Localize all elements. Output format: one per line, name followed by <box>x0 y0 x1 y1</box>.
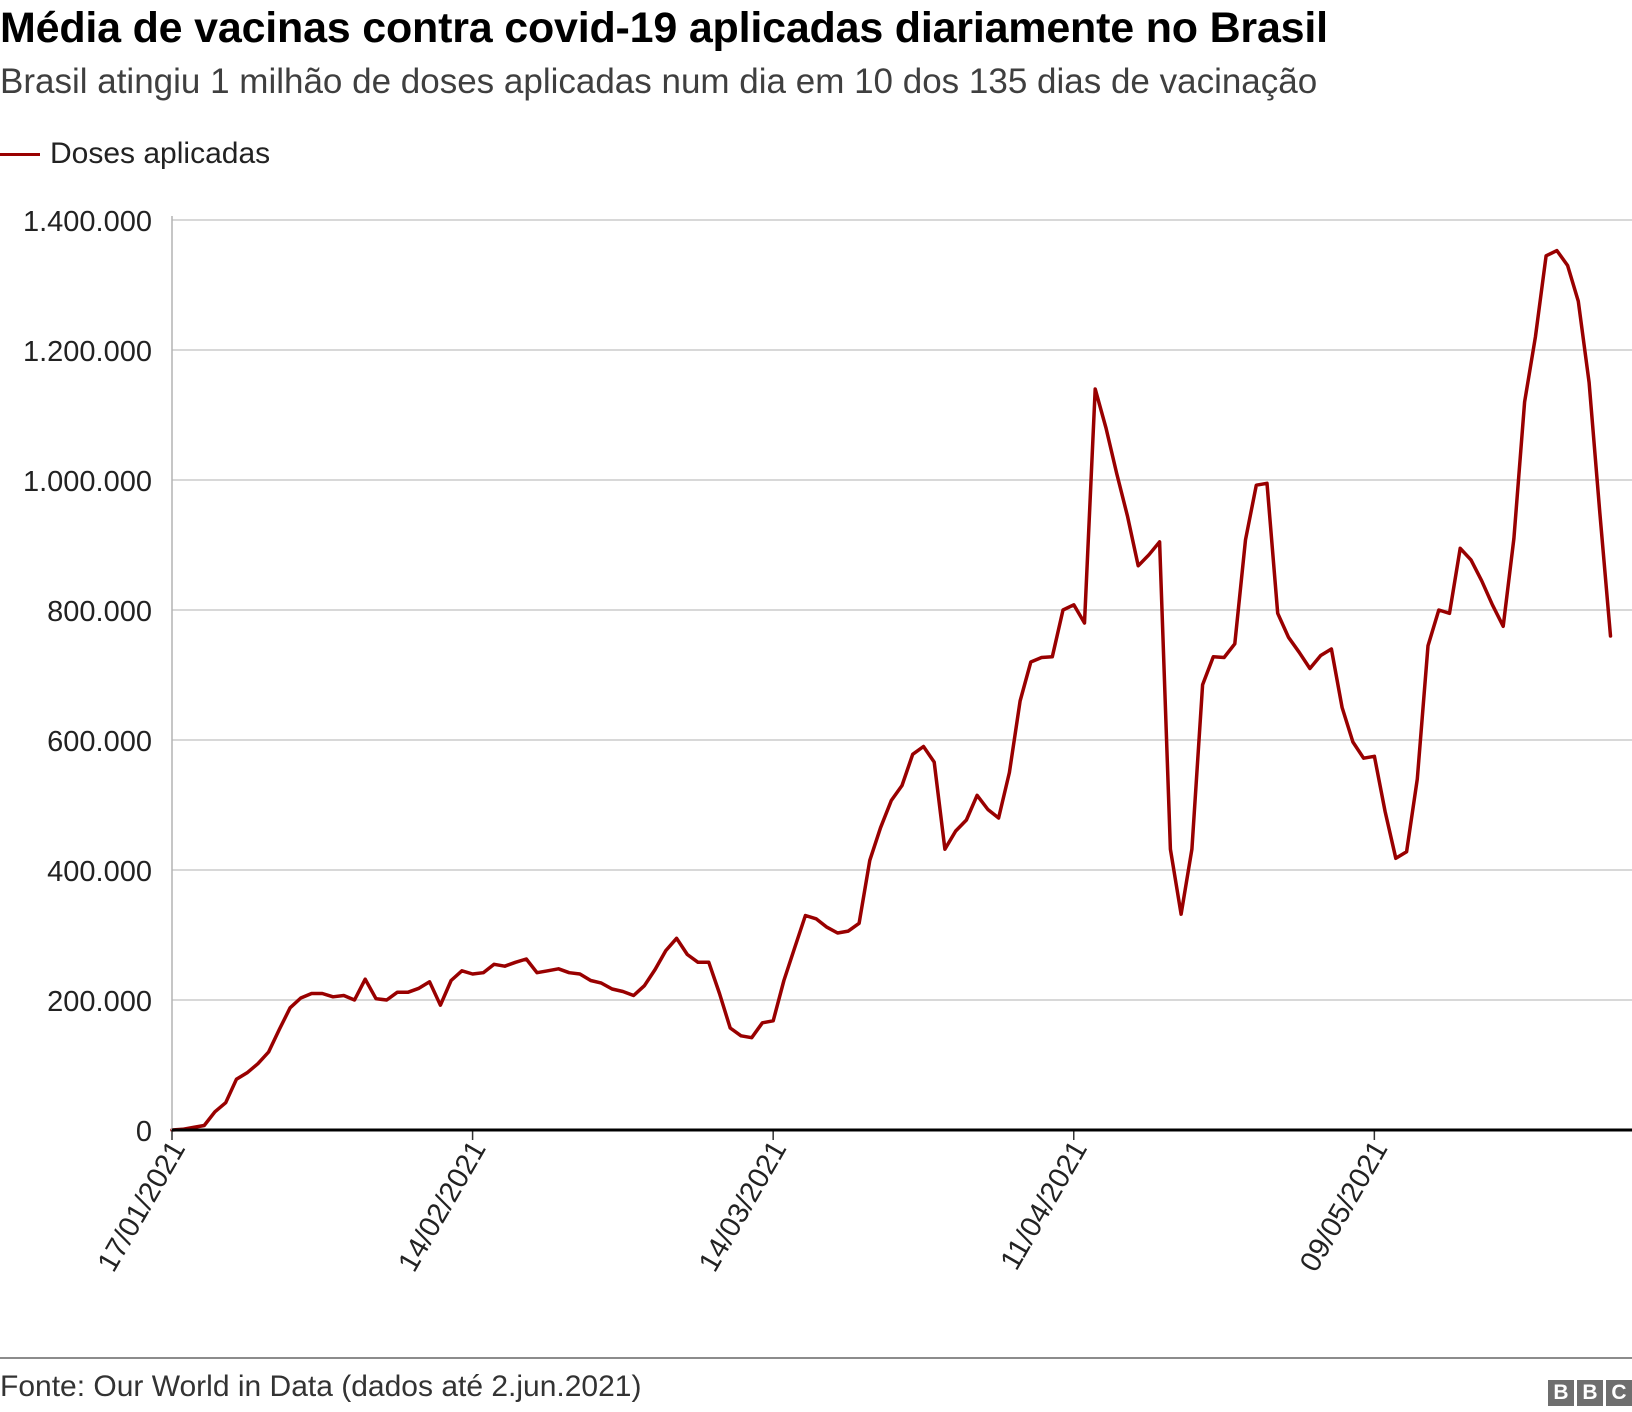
bbc-logo-block: C <box>1606 1380 1632 1406</box>
series-line-doses-aplicadas <box>170 248 1613 1132</box>
legend-swatch <box>0 152 40 156</box>
bbc-logo-block: B <box>1577 1380 1603 1406</box>
y-axis-labels: 0 200.000 400.000 600.000 800.000 1.000.000 1.… <box>23 206 152 1148</box>
footer-divider <box>0 1357 1632 1359</box>
x-tick-label: 11/04/2021 <box>995 1136 1094 1276</box>
series-lines <box>170 248 1613 1132</box>
y-tick-label: 1.000.000 <box>23 466 152 498</box>
x-axis-labels: 17/01/2021 14/02/2021 14/03/2021 11/04/2021… <box>92 1136 1395 1278</box>
y-tick-label: 200.000 <box>47 986 152 1018</box>
y-tick-label: 1.400.000 <box>23 206 152 238</box>
x-tick-label: 14/02/2021 <box>392 1136 492 1278</box>
axes <box>171 216 1632 1140</box>
grid-lines <box>172 219 1632 1001</box>
chart-subtitle: Brasil atingiu 1 milhão de doses aplicad… <box>0 62 1318 101</box>
x-tick-label: 09/05/2021 <box>1294 1136 1394 1278</box>
y-tick-label: 1.200.000 <box>23 336 152 368</box>
legend-label: Doses aplicadas <box>50 137 271 170</box>
bbc-logo: B B C <box>1548 1380 1632 1406</box>
chart-title: Média de vacinas contra covid-19 aplicad… <box>0 4 1328 52</box>
y-tick-label: 600.000 <box>47 726 152 758</box>
legend: Doses aplicadas <box>0 136 270 172</box>
y-tick-label: 0 <box>136 1116 152 1148</box>
y-tick-label: 400.000 <box>47 856 152 888</box>
x-tick-label: 14/03/2021 <box>693 1136 793 1278</box>
bbc-logo-block: B <box>1548 1380 1574 1406</box>
x-tick-label: 17/01/2021 <box>92 1136 192 1278</box>
source-note: Fonte: Our World in Data (dados até 2.ju… <box>0 1370 642 1403</box>
y-tick-label: 800.000 <box>47 596 152 628</box>
